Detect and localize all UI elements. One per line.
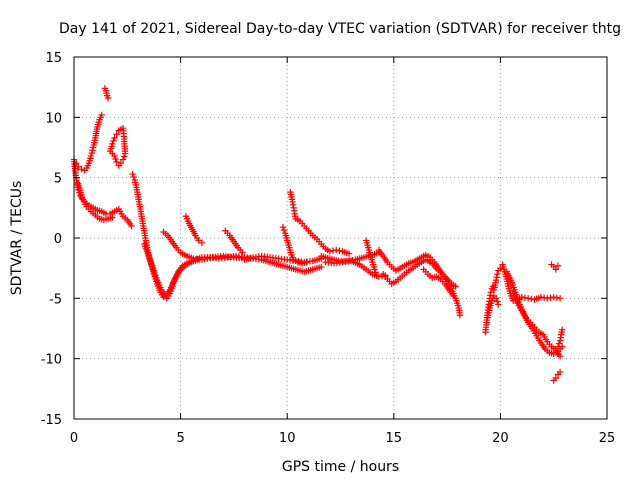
- data-point: [280, 226, 288, 234]
- y-tick-label: 15: [45, 51, 62, 66]
- data-point: [279, 223, 287, 231]
- data-point: [373, 272, 380, 279]
- y-tick-label: 0: [54, 232, 62, 247]
- data-point: [552, 266, 560, 273]
- data-point: [494, 271, 501, 278]
- data-point: [104, 94, 112, 102]
- data-point: [524, 295, 532, 302]
- data-point: [329, 247, 337, 254]
- data-point: [521, 294, 529, 301]
- data-point: [119, 156, 127, 163]
- data-point: [554, 262, 562, 269]
- data-point: [550, 293, 557, 301]
- data-point: [128, 222, 135, 230]
- data-point: [129, 170, 136, 178]
- data-point: [333, 246, 340, 254]
- data-point: [544, 295, 551, 302]
- data-point: [112, 155, 119, 163]
- data-point: [109, 140, 116, 148]
- y-tick-label: -10: [41, 353, 62, 368]
- grid-lines: [74, 57, 607, 419]
- data-point: [109, 214, 116, 221]
- data-point: [371, 266, 378, 273]
- axis-ticks: 0 5 10 15 20 25 -15 -10 -5 0 5 10 15: [41, 51, 616, 446]
- data-point: [111, 134, 118, 142]
- data-point: [326, 248, 334, 255]
- data-point: [537, 293, 545, 301]
- x-tick-label: 15: [386, 431, 403, 446]
- data-point: [110, 137, 117, 145]
- data-points: [70, 85, 566, 384]
- y-tick-label: -15: [41, 413, 62, 428]
- data-point: [336, 247, 343, 254]
- data-point: [89, 147, 96, 154]
- data-point: [552, 374, 560, 382]
- data-point: [450, 292, 457, 300]
- y-axis-label: SDTVAR / TECUs: [9, 181, 25, 296]
- data-point: [115, 162, 122, 169]
- data-point: [239, 249, 246, 256]
- x-tick-label: 10: [279, 431, 296, 446]
- data-point: [556, 295, 564, 302]
- data-point: [120, 153, 128, 160]
- y-tick-label: 10: [45, 111, 62, 126]
- data-point: [372, 269, 379, 276]
- data-point: [345, 250, 353, 257]
- data-point: [78, 166, 85, 173]
- data-point: [559, 326, 566, 333]
- data-point: [456, 312, 464, 319]
- data-point: [452, 283, 459, 290]
- x-tick-label: 20: [492, 431, 509, 446]
- y-tick-label: 5: [54, 172, 62, 187]
- x-tick-label: 0: [70, 431, 78, 446]
- data-point: [554, 343, 562, 350]
- x-tick-label: 25: [599, 431, 616, 446]
- data-point: [497, 264, 504, 272]
- data-point: [553, 294, 561, 301]
- data-point: [555, 340, 563, 347]
- y-tick-label: -5: [49, 292, 62, 307]
- plot-frame: [73, 56, 608, 420]
- data-point: [540, 294, 548, 301]
- x-tick-label: 5: [176, 431, 184, 446]
- data-point: [121, 150, 129, 157]
- data-point: [556, 353, 564, 360]
- data-point: [113, 131, 120, 138]
- x-axis-label: GPS time / hours: [282, 459, 399, 475]
- data-point: [113, 158, 120, 166]
- data-point: [318, 263, 325, 271]
- data-point: [492, 295, 500, 302]
- data-point: [98, 111, 105, 119]
- data-point: [495, 301, 502, 308]
- data-point: [556, 368, 564, 376]
- data-point: [130, 173, 137, 181]
- data-point: [494, 298, 501, 305]
- chart-title: Day 141 of 2021, Sidereal Day-to-day VTE…: [59, 21, 621, 37]
- data-point: [109, 150, 116, 157]
- data-point: [88, 149, 95, 157]
- data-point: [198, 239, 206, 247]
- data-point: [547, 294, 554, 301]
- data-point: [303, 258, 310, 266]
- data-point: [87, 152, 95, 160]
